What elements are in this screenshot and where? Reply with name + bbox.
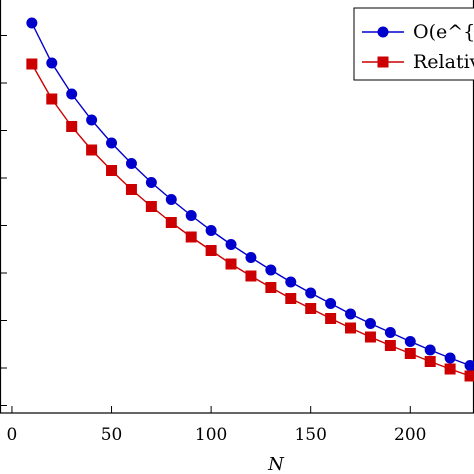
data-point: [265, 264, 277, 276]
data-point: [364, 331, 376, 343]
plot-area: [26, 17, 474, 382]
legend-box: [353, 7, 474, 81]
data-point: [26, 17, 38, 29]
data-point: [86, 114, 98, 126]
data-point: [185, 210, 197, 221]
data-point: [106, 165, 118, 176]
data-point: [285, 293, 297, 304]
data-point: [165, 194, 177, 205]
data-point: [66, 88, 78, 100]
data-point: [464, 370, 474, 382]
data-point: [424, 356, 436, 367]
data-point: [384, 327, 396, 338]
data-point: [46, 93, 58, 105]
x-tick-label: 150: [294, 425, 326, 445]
data-point: [125, 158, 137, 169]
legend: O(e^{−√ Relativ: [353, 7, 474, 81]
data-point: [245, 270, 257, 282]
legend-marker: [377, 26, 389, 38]
data-point: [464, 360, 474, 371]
data-point: [364, 318, 376, 329]
legend-marker: [377, 56, 389, 68]
data-point: [305, 287, 317, 299]
data-point: [444, 363, 456, 375]
data-point: [245, 252, 257, 263]
x-tick-label: 0: [7, 425, 18, 445]
data-point: [404, 336, 416, 347]
data-point: [205, 245, 217, 256]
data-point: [325, 313, 337, 324]
data-point: [225, 239, 237, 250]
x-tick-label: 100: [195, 425, 227, 445]
series-2: [26, 58, 474, 382]
data-point: [66, 121, 78, 132]
legend-item: O(e^{−√: [362, 21, 474, 43]
data-point: [285, 276, 297, 288]
data-point: [225, 258, 237, 270]
data-point: [106, 137, 118, 149]
data-point: [345, 308, 357, 320]
data-point: [404, 348, 416, 359]
series-line: [31, 63, 471, 377]
data-point: [345, 322, 357, 334]
x-tick-label: 50: [101, 425, 123, 445]
data-point: [444, 352, 456, 364]
legend-label: O(e^{−√: [413, 21, 474, 43]
data-point: [86, 144, 98, 156]
data-point: [46, 57, 58, 69]
data-point: [26, 58, 38, 70]
data-point: [185, 231, 197, 243]
data-point: [165, 217, 177, 228]
series-1: [26, 17, 474, 371]
x-axis-label: N: [267, 454, 285, 474]
data-point: [145, 177, 157, 188]
data-point: [424, 344, 436, 356]
data-point: [125, 184, 137, 195]
data-point: [384, 340, 396, 351]
data-point: [145, 201, 157, 212]
data-point: [265, 282, 277, 293]
legend-label: Relativ: [413, 51, 474, 73]
legend-item: Relativ: [362, 51, 474, 73]
data-point: [325, 298, 337, 309]
data-point: [305, 303, 317, 314]
x-tick-label: 200: [394, 425, 426, 445]
data-point: [205, 225, 217, 236]
